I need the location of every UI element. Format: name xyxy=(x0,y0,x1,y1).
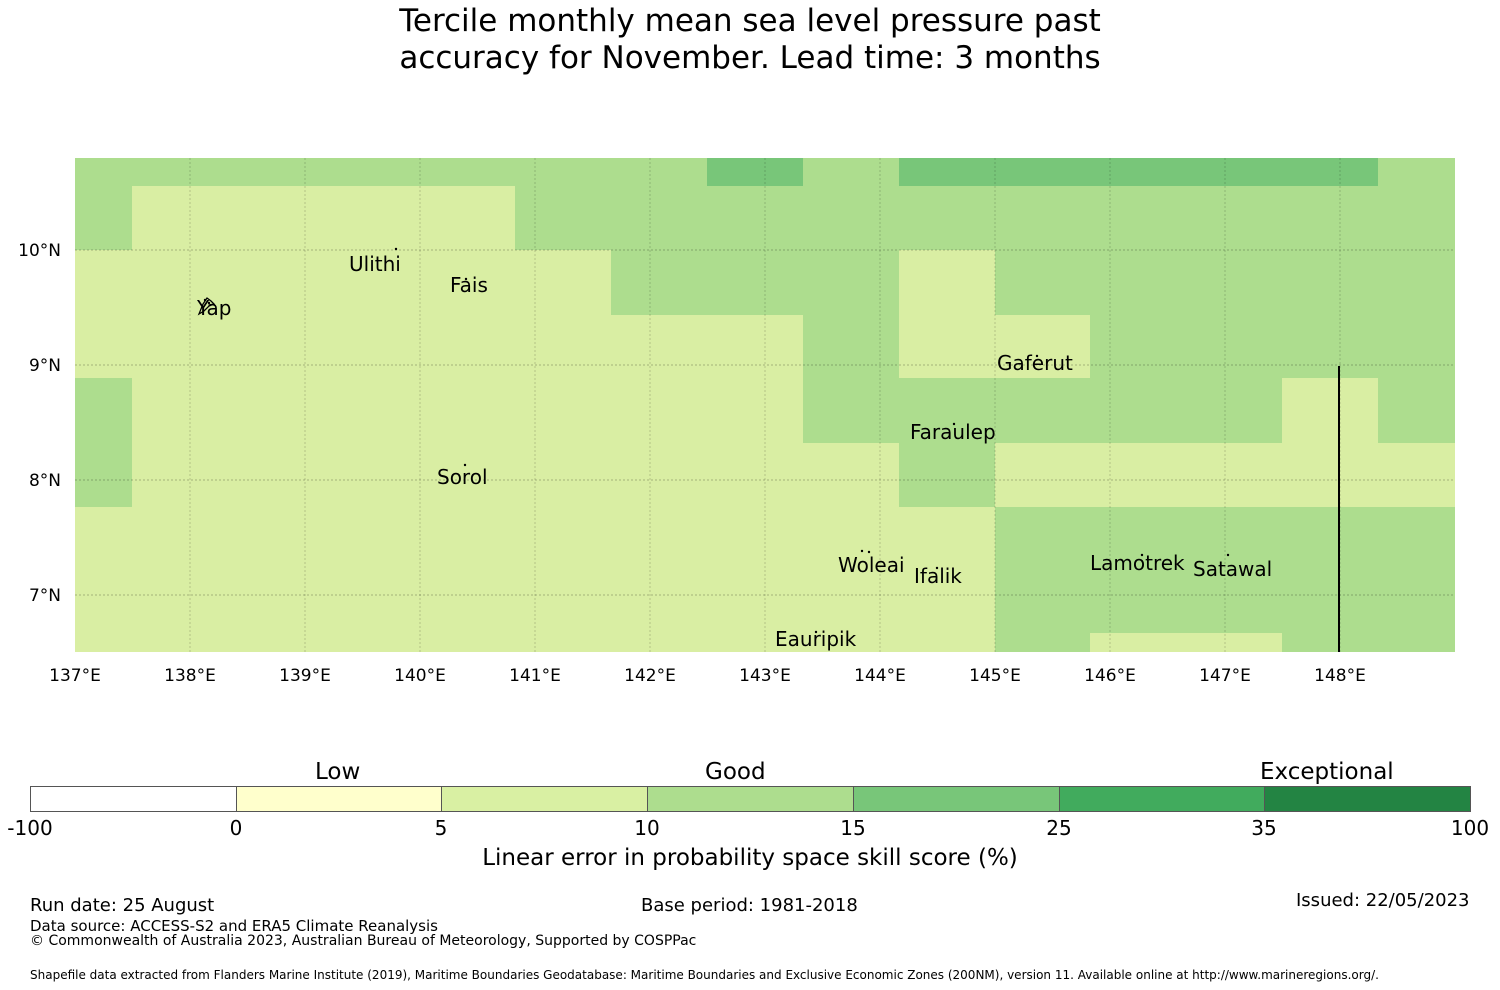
chart-title-line2: accuracy for November. Lead time: 3 mont… xyxy=(399,40,1101,76)
place-label: Ifalik xyxy=(914,564,962,588)
skill-score-map: Yap Ulithi Fais Gaferut Faraulep Sorol Woleai I… xyxy=(18,158,1455,686)
colorbar-tick-label: 100 xyxy=(1450,816,1490,840)
longitude-label: 148°E xyxy=(1314,666,1366,686)
longitude-label: 146°E xyxy=(1084,666,1136,686)
longitude-label: 142°E xyxy=(624,666,676,686)
colorbar-segment xyxy=(1264,786,1471,812)
skill-grid xyxy=(75,158,1455,652)
skill-cell xyxy=(611,250,1455,315)
longitude-label: 147°E xyxy=(1199,666,1251,686)
island-marker xyxy=(867,550,871,554)
colorbar-label: Linear error in probability space skill … xyxy=(482,845,1018,871)
longitude-label: 145°E xyxy=(969,666,1021,686)
colorbar-tick-label: 15 xyxy=(840,816,866,840)
category-good-label: Good xyxy=(705,759,766,785)
latitude-label: 7°N xyxy=(29,586,61,606)
place-label: Lamotrek xyxy=(1090,551,1185,575)
skill-cell xyxy=(707,158,803,186)
place-label: Gaferut xyxy=(997,351,1073,375)
island-marker xyxy=(464,277,468,281)
category-exceptional-label: Exceptional xyxy=(1260,759,1394,785)
longitude-label: 139°E xyxy=(279,666,331,686)
longitude-label: 143°E xyxy=(739,666,791,686)
longitude-label: 137°E xyxy=(49,666,101,686)
issued-date: Issued: 22/05/2023 xyxy=(1296,890,1470,911)
run-date: Run date: 25 August xyxy=(30,895,215,916)
colorbar-segment xyxy=(30,786,237,812)
place-label: Sorol xyxy=(437,465,488,489)
chart-title-line1: Tercile monthly mean sea level pressure … xyxy=(399,3,1101,39)
shapefile-credit: Shapefile data extracted from Flanders M… xyxy=(30,968,1379,982)
skill-cell xyxy=(75,186,132,250)
yap-island-outline xyxy=(197,297,216,316)
category-low-label: Low xyxy=(315,759,361,785)
latitude-label: 8°N xyxy=(29,471,61,491)
island-markers xyxy=(197,247,1230,634)
longitude-label: 138°E xyxy=(164,666,216,686)
place-label: Satawal xyxy=(1193,557,1272,581)
island-marker xyxy=(1140,553,1144,557)
place-label: Woleai xyxy=(838,553,905,577)
colorbar-tick-label: 0 xyxy=(229,816,243,840)
longitude-label: 144°E xyxy=(854,666,906,686)
base-period: Base period: 1981-2018 xyxy=(641,895,858,916)
colorbar-tick-label: 35 xyxy=(1251,816,1277,840)
skill-cell xyxy=(899,158,1378,186)
colorbar-tick-label: -100 xyxy=(7,816,53,840)
skill-cell xyxy=(995,315,1090,378)
skill-cell xyxy=(1090,633,1282,652)
longitude-label: 141°E xyxy=(509,666,561,686)
island-marker xyxy=(394,247,398,251)
island-marker xyxy=(935,566,939,570)
skill-cell xyxy=(899,250,995,378)
place-label: Yap xyxy=(196,296,231,320)
place-labels: Yap Ulithi Fais Gaferut Faraulep Sorol Woleai I… xyxy=(196,252,1272,651)
place-label: Eauripik xyxy=(775,627,857,651)
colorbar-segment xyxy=(853,786,1060,812)
island-marker xyxy=(814,630,818,634)
colorbar-segment xyxy=(1059,786,1265,812)
island-marker xyxy=(1035,354,1039,358)
latitude-label: 9°N xyxy=(29,356,61,376)
copyright: © Commonwealth of Australia 2023, Austra… xyxy=(30,933,697,949)
colorbar-tick-label: 25 xyxy=(1046,816,1072,840)
island-marker xyxy=(463,463,467,467)
skill-cell xyxy=(899,443,995,507)
island-marker xyxy=(952,422,956,426)
graticule xyxy=(75,158,1455,652)
colorbar-tick-label: 10 xyxy=(634,816,660,840)
skill-cell xyxy=(995,507,1455,652)
skill-cell xyxy=(515,186,1455,250)
place-label: Ulithi xyxy=(349,252,401,276)
island-marker xyxy=(1226,553,1230,557)
colorbar-tick-label: 5 xyxy=(434,816,448,840)
colorbar-segment xyxy=(441,786,648,812)
latitude-labels: 10°N 9°N 8°N 7°N xyxy=(18,241,61,606)
colorbar-segment xyxy=(647,786,854,812)
place-label: Fais xyxy=(450,273,488,297)
latitude-label: 10°N xyxy=(18,241,61,261)
place-label: Faraulep xyxy=(910,420,996,444)
island-marker xyxy=(860,549,864,553)
data-source: Data source: ACCESS-S2 and ERA5 Climate … xyxy=(30,917,438,935)
colorbar-segment xyxy=(236,786,442,812)
longitude-labels: 137°E 138°E 139°E 140°E 141°E 142°E 143°E 144°E… xyxy=(49,666,1366,686)
skill-cell xyxy=(1282,378,1378,443)
island-marker xyxy=(207,301,211,305)
skill-cell xyxy=(75,378,132,507)
longitude-label: 140°E xyxy=(394,666,446,686)
